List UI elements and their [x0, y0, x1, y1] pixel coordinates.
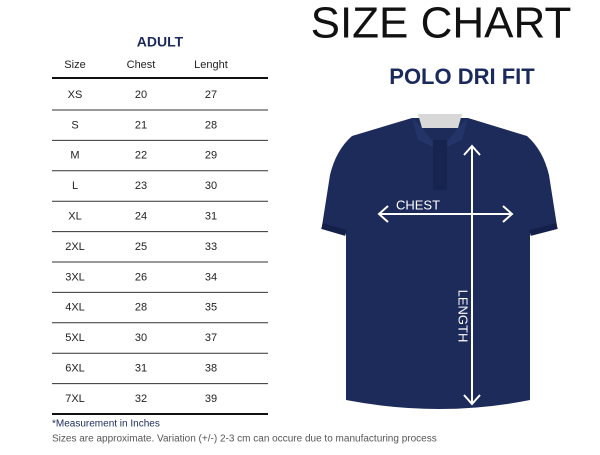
chest-label: CHEST: [396, 197, 440, 212]
product-name: POLO DRI FIT: [389, 64, 535, 89]
table-cell: 28: [205, 119, 217, 131]
table-cell: 6XL: [65, 363, 85, 375]
table-cell: XS: [68, 89, 83, 101]
table-cell: 22: [135, 150, 147, 162]
table-cell: S: [71, 119, 78, 131]
footnote: *Measurement in Inches: [52, 419, 160, 430]
length-label: LENGTH: [456, 290, 471, 343]
table-cell: 20: [135, 89, 147, 101]
table-cell: L: [72, 180, 78, 192]
table-cell: 31: [205, 211, 217, 223]
table-cell: XL: [68, 211, 81, 223]
table-cell: 24: [135, 211, 147, 223]
table-cell: 26: [135, 271, 147, 283]
table-cell: 39: [205, 393, 217, 405]
collar-inner: [418, 114, 462, 128]
table-cell: 28: [135, 302, 147, 314]
table-cell: 25: [135, 241, 147, 253]
table-cell: 27: [205, 89, 217, 101]
table-cell: 5XL: [65, 332, 85, 344]
polo-shirt: CHEST LENGTH: [321, 114, 558, 409]
sleeve-cuffs: [321, 223, 558, 236]
size-table: Size Chest Lenght XS 20 27 S 21 28 M 22 29 L 23 30 XL 24…: [52, 59, 268, 415]
measure-arrows: [377, 144, 514, 406]
table-cell: 30: [205, 180, 217, 192]
column-header: Size: [64, 59, 85, 71]
column-header: Chest: [127, 59, 156, 71]
table-cell: 32: [135, 393, 147, 405]
table-cell: 3XL: [65, 271, 85, 283]
placket: [433, 140, 447, 190]
column-header: Lenght: [194, 59, 228, 71]
disclaimer: Sizes are approximate. Variation (+/-) 2…: [52, 434, 437, 445]
table-cell: 2XL: [65, 241, 85, 253]
table-cell: 29: [205, 150, 217, 162]
table-cell: 33: [205, 241, 217, 253]
table-cell: M: [70, 150, 79, 162]
table-cell: 21: [135, 119, 147, 131]
table-cell: 7XL: [65, 393, 85, 405]
table-cell: 35: [205, 302, 217, 314]
table-title: ADULT: [137, 34, 184, 50]
table-cell: 30: [135, 332, 147, 344]
collar: [412, 118, 468, 150]
table-cell: 38: [205, 363, 217, 375]
table-cell: 4XL: [65, 302, 85, 314]
table-cell: 37: [205, 332, 217, 344]
page-title: SIZE CHART: [311, 0, 572, 48]
shirt-body: [322, 118, 557, 409]
table-cell: 34: [205, 271, 217, 283]
table-cell: 31: [135, 363, 147, 375]
table-cell: 23: [135, 180, 147, 192]
